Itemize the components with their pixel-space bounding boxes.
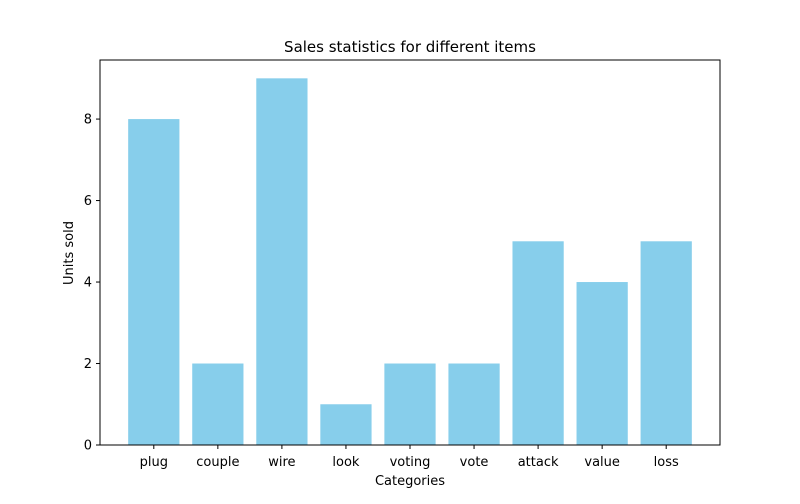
x-tick-label: attack [518, 455, 559, 470]
y-tick-label: 2 [84, 357, 92, 372]
bar-plug [128, 119, 180, 446]
x-tick-label: vote [460, 455, 489, 470]
bar-value [576, 282, 628, 445]
bar-wire [256, 78, 308, 445]
bar-loss [640, 241, 692, 445]
bars-layer [128, 78, 692, 446]
chart-title: Sales statistics for different items [284, 38, 536, 56]
x-tick-label: loss [654, 455, 679, 470]
y-tick-label: 6 [84, 194, 92, 209]
x-tick-label: couple [196, 455, 239, 470]
x-axis-label: Categories [375, 474, 445, 489]
x-tick-label: wire [268, 455, 295, 470]
plot-frame [99, 59, 721, 446]
bar-couple [192, 363, 244, 445]
x-tick-label: value [584, 455, 620, 470]
bar-look [320, 404, 372, 445]
x-tick-label: plug [140, 455, 168, 470]
x-tick-label: voting [390, 455, 431, 470]
ticks-layer: plug couple wire look voting vote attack value l… [84, 113, 679, 470]
y-tick-label: 8 [84, 113, 92, 128]
bar-voting [384, 363, 436, 445]
y-tick-label: 4 [84, 276, 92, 291]
y-axis-label: Units sold [62, 221, 77, 285]
bar-vote [448, 363, 500, 445]
y-tick-label: 0 [84, 439, 92, 454]
bar-attack [512, 241, 564, 445]
x-tick-label: look [332, 455, 360, 470]
